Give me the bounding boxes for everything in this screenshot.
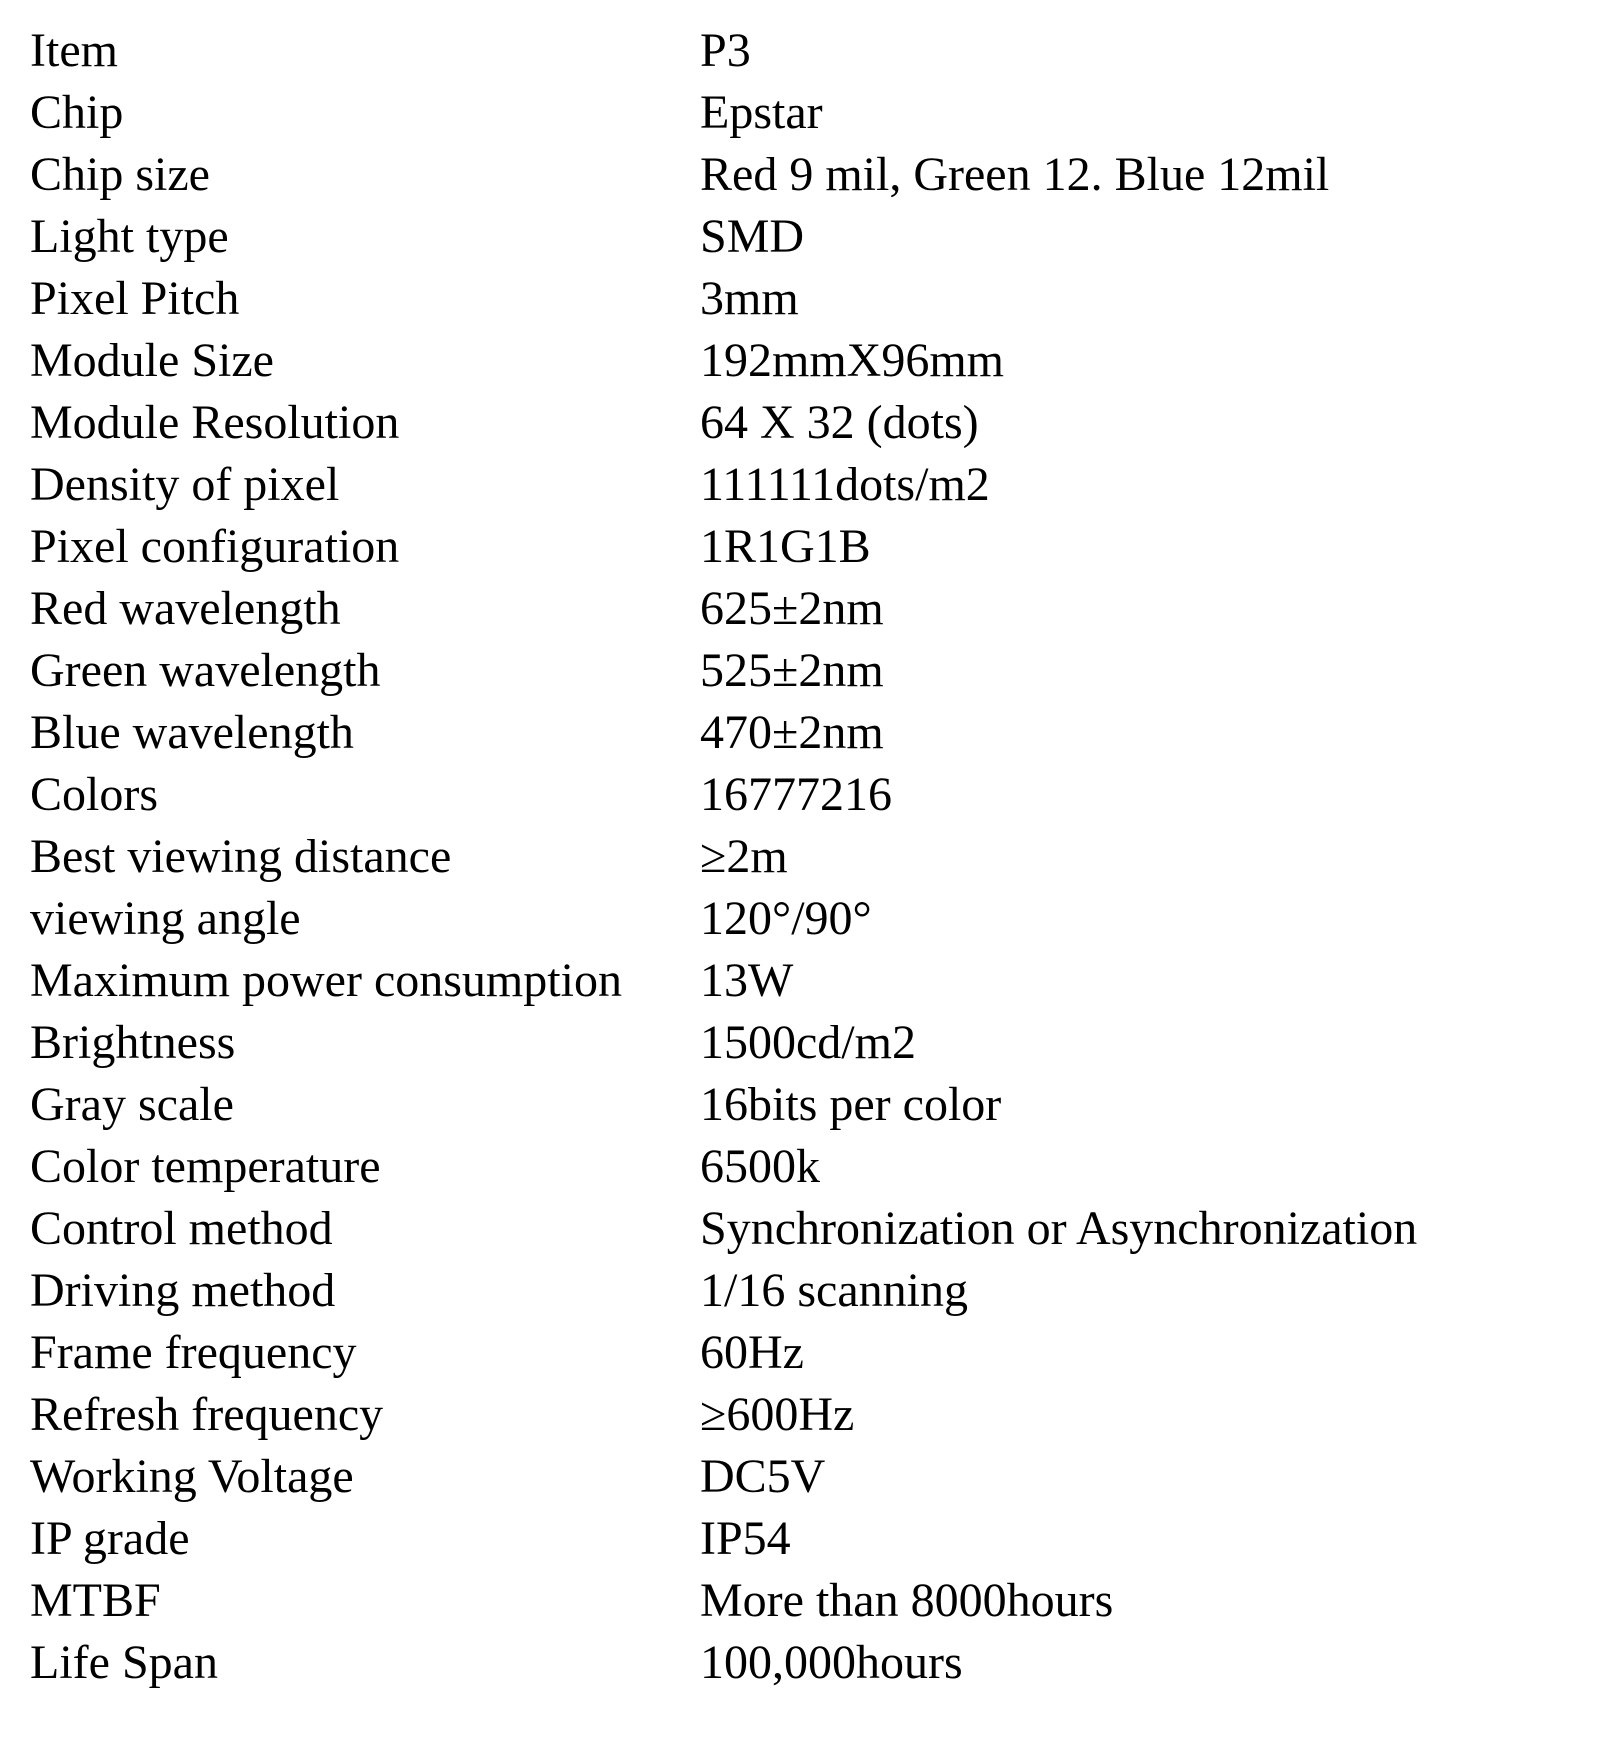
spec-value: 525±2nm bbox=[700, 640, 1585, 702]
spec-value: 1R1G1B bbox=[700, 516, 1585, 578]
spec-label: Driving method bbox=[30, 1260, 700, 1322]
spec-label: Light type bbox=[30, 206, 700, 268]
spec-label: Gray scale bbox=[30, 1074, 700, 1136]
spec-value: 470±2nm bbox=[700, 702, 1585, 764]
spec-value: 625±2nm bbox=[700, 578, 1585, 640]
spec-label: MTBF bbox=[30, 1570, 700, 1632]
spec-label: Working Voltage bbox=[30, 1446, 700, 1508]
spec-value: 120°/90° bbox=[700, 888, 1585, 950]
spec-table: Item P3 Chip Epstar Chip size Red 9 mil,… bbox=[30, 20, 1585, 1694]
spec-label: Control method bbox=[30, 1198, 700, 1260]
spec-value: Synchronization or Asynchronization bbox=[700, 1198, 1585, 1260]
spec-value: 1500cd/m2 bbox=[700, 1012, 1585, 1074]
spec-value: 1/16 scanning bbox=[700, 1260, 1585, 1322]
spec-label: Module Resolution bbox=[30, 392, 700, 454]
spec-label: Green wavelength bbox=[30, 640, 700, 702]
spec-label: Refresh frequency bbox=[30, 1384, 700, 1446]
spec-label: Pixel Pitch bbox=[30, 268, 700, 330]
spec-value: 6500k bbox=[700, 1136, 1585, 1198]
spec-label: viewing angle bbox=[30, 888, 700, 950]
spec-label: Frame frequency bbox=[30, 1322, 700, 1384]
spec-label: Maximum power consumption bbox=[30, 950, 700, 1012]
spec-value: 192mmX96mm bbox=[700, 330, 1585, 392]
spec-label: Color temperature bbox=[30, 1136, 700, 1198]
spec-label: Blue wavelength bbox=[30, 702, 700, 764]
spec-value: IP54 bbox=[700, 1508, 1585, 1570]
spec-label: Red wavelength bbox=[30, 578, 700, 640]
spec-label: Colors bbox=[30, 764, 700, 826]
spec-label: Density of pixel bbox=[30, 454, 700, 516]
spec-value: Red 9 mil, Green 12. Blue 12mil bbox=[700, 144, 1585, 206]
spec-label: Chip bbox=[30, 82, 700, 144]
spec-value: SMD bbox=[700, 206, 1585, 268]
spec-value: 13W bbox=[700, 950, 1585, 1012]
spec-label: Module Size bbox=[30, 330, 700, 392]
spec-value: 16bits per color bbox=[700, 1074, 1585, 1136]
spec-value: 60Hz bbox=[700, 1322, 1585, 1384]
spec-label: Chip size bbox=[30, 144, 700, 206]
spec-value: DC5V bbox=[700, 1446, 1585, 1508]
spec-value: P3 bbox=[700, 20, 1585, 82]
spec-value: More than 8000hours bbox=[700, 1570, 1585, 1632]
spec-value: ≥600Hz bbox=[700, 1384, 1585, 1446]
spec-label: Best viewing distance bbox=[30, 826, 700, 888]
spec-label: Item bbox=[30, 20, 700, 82]
spec-value: 100,000hours bbox=[700, 1632, 1585, 1694]
spec-value: 16777216 bbox=[700, 764, 1585, 826]
spec-value: Epstar bbox=[700, 82, 1585, 144]
spec-value: 64 X 32 (dots) bbox=[700, 392, 1585, 454]
spec-label: Brightness bbox=[30, 1012, 700, 1074]
spec-value: ≥2m bbox=[700, 826, 1585, 888]
spec-value: 3mm bbox=[700, 268, 1585, 330]
spec-label: IP grade bbox=[30, 1508, 700, 1570]
spec-value: 111111dots/m2 bbox=[700, 454, 1585, 516]
spec-label: Pixel configuration bbox=[30, 516, 700, 578]
spec-label: Life Span bbox=[30, 1632, 700, 1694]
